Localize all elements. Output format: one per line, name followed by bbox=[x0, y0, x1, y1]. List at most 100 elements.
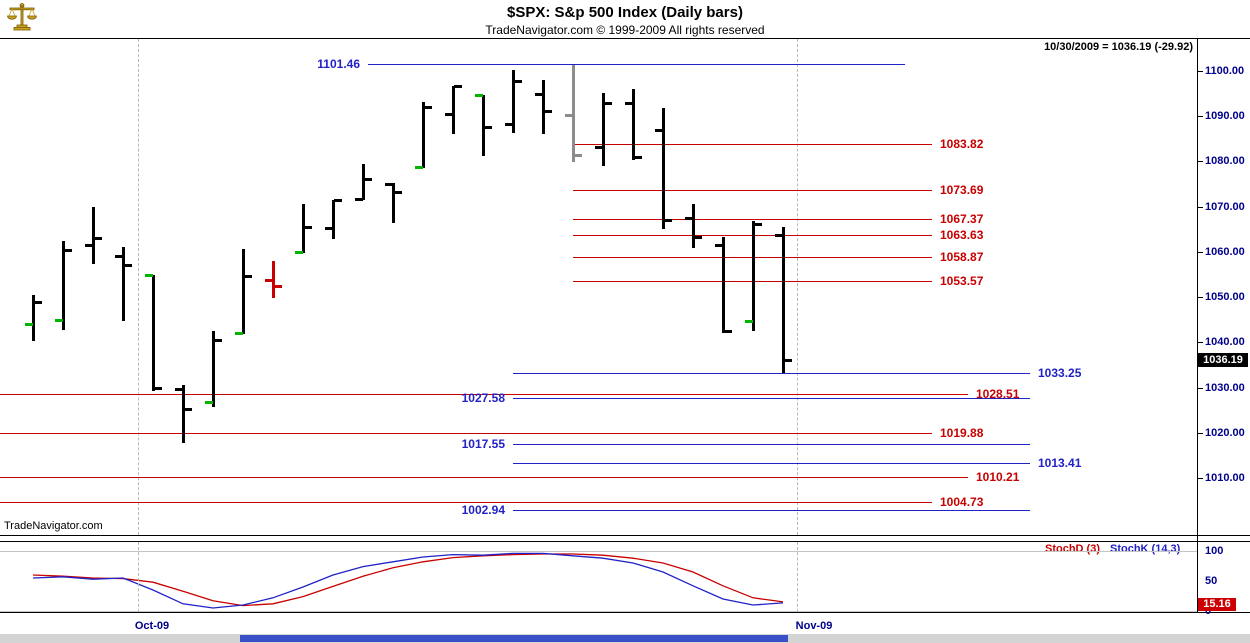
stochastic-indicator-plot[interactable] bbox=[0, 541, 1197, 612]
stoch-value-badge: 15.16 bbox=[1198, 598, 1236, 611]
level-label-1010.21: 1010.21 bbox=[976, 470, 1020, 484]
price-bar bbox=[32, 295, 35, 341]
price-bar bbox=[512, 70, 515, 133]
level-line-1013.41[interactable] bbox=[513, 463, 1030, 464]
level-label-1028.51: 1028.51 bbox=[976, 387, 1020, 401]
close-tick bbox=[154, 387, 162, 390]
price-bar bbox=[92, 207, 95, 264]
level-label-1013.41: 1013.41 bbox=[1038, 456, 1082, 470]
price-axis-border bbox=[1197, 38, 1198, 612]
open-tick bbox=[295, 251, 303, 254]
level-line-1019.88[interactable] bbox=[0, 433, 932, 434]
price-bar bbox=[272, 261, 275, 298]
stochk-line bbox=[32, 552, 784, 609]
price-bar bbox=[692, 204, 695, 248]
open-tick bbox=[685, 217, 693, 220]
time-axis-label: Nov-09 bbox=[795, 620, 833, 632]
level-label-1017.55: 1017.55 bbox=[461, 437, 505, 451]
open-tick bbox=[715, 244, 723, 247]
open-tick bbox=[85, 244, 93, 247]
month-gridline bbox=[138, 542, 139, 612]
level-line-1004.73[interactable] bbox=[0, 502, 932, 503]
price-axis-label: 1060.00 bbox=[1205, 246, 1245, 258]
stoch-panel-bottom-border bbox=[0, 612, 1250, 613]
stochd-line bbox=[32, 553, 784, 607]
open-tick bbox=[745, 320, 753, 323]
level-line-1027.58[interactable] bbox=[513, 398, 1030, 399]
level-line-1028.51[interactable] bbox=[0, 394, 968, 395]
close-tick bbox=[754, 223, 762, 226]
last-quote-readout: 10/30/2009 = 1036.19 (-29.92) bbox=[1044, 41, 1193, 53]
level-label-1083.82: 1083.82 bbox=[940, 137, 984, 151]
close-tick bbox=[34, 301, 42, 304]
chart-top-border bbox=[0, 38, 1250, 39]
price-axis-label: 1070.00 bbox=[1205, 201, 1245, 213]
price-bar bbox=[122, 247, 125, 321]
legend-stochd[interactable]: StochD (3) bbox=[1045, 543, 1100, 555]
price-bar bbox=[332, 200, 335, 239]
open-tick bbox=[175, 388, 183, 391]
level-line-1083.82[interactable] bbox=[573, 144, 932, 145]
price-axis-label: 1040.00 bbox=[1205, 336, 1245, 348]
close-tick bbox=[454, 85, 462, 88]
legend-stochk[interactable]: StochK (14,3) bbox=[1110, 543, 1181, 555]
price-axis-label: 1050.00 bbox=[1205, 291, 1245, 303]
level-line-1017.55[interactable] bbox=[513, 444, 1030, 445]
month-gridline bbox=[797, 39, 798, 535]
price-axis-tick bbox=[1197, 433, 1203, 434]
open-tick bbox=[475, 94, 483, 97]
price-bar bbox=[602, 93, 605, 166]
level-label-1002.94: 1002.94 bbox=[461, 503, 505, 517]
level-line-1073.69[interactable] bbox=[573, 190, 932, 191]
open-tick bbox=[625, 102, 633, 105]
close-tick bbox=[64, 249, 72, 252]
close-tick bbox=[274, 285, 282, 288]
open-tick bbox=[25, 323, 33, 326]
level-line-1010.21[interactable] bbox=[0, 477, 968, 478]
close-tick bbox=[604, 102, 612, 105]
open-tick bbox=[115, 255, 123, 258]
stoch-panel-top-border bbox=[0, 541, 1250, 542]
level-label-1027.58: 1027.58 bbox=[461, 391, 505, 405]
price-bar bbox=[452, 86, 455, 134]
price-axis-tick bbox=[1197, 478, 1203, 479]
open-tick bbox=[775, 234, 783, 237]
close-tick bbox=[664, 219, 672, 222]
price-axis-tick bbox=[1197, 71, 1203, 72]
open-tick bbox=[535, 93, 543, 96]
month-gridline bbox=[797, 542, 798, 612]
open-tick bbox=[445, 113, 453, 116]
app-logo-scales-icon[interactable] bbox=[6, 2, 38, 34]
level-label-1019.88: 1019.88 bbox=[940, 426, 984, 440]
open-tick bbox=[595, 146, 603, 149]
level-line-1002.94[interactable] bbox=[513, 510, 1030, 511]
open-tick bbox=[385, 183, 393, 186]
price-bar bbox=[752, 221, 755, 331]
level-line-1101.46[interactable] bbox=[368, 64, 905, 65]
price-bar bbox=[482, 95, 485, 156]
horizontal-scrollbar-thumb[interactable] bbox=[240, 635, 788, 642]
last-price-badge: 1036.19 bbox=[1198, 353, 1248, 367]
close-tick bbox=[484, 126, 492, 129]
price-axis-label: 1020.00 bbox=[1205, 427, 1245, 439]
price-bar bbox=[422, 102, 425, 168]
open-tick bbox=[235, 332, 243, 335]
close-tick bbox=[514, 80, 522, 83]
price-axis-label: 1080.00 bbox=[1205, 155, 1245, 167]
price-panel-bottom-border bbox=[0, 535, 1250, 536]
price-axis-tick bbox=[1197, 252, 1203, 253]
price-bar bbox=[542, 80, 545, 134]
stoch-axis-label: 0 bbox=[1205, 605, 1212, 617]
open-tick bbox=[145, 274, 153, 277]
level-line-1033.25[interactable] bbox=[513, 373, 1030, 374]
horizontal-scrollbar[interactable] bbox=[0, 634, 1250, 643]
close-tick bbox=[244, 275, 252, 278]
price-bar bbox=[62, 241, 65, 330]
close-tick bbox=[304, 226, 312, 229]
price-axis-label: 1090.00 bbox=[1205, 110, 1245, 122]
price-bar bbox=[632, 89, 635, 160]
level-line-1067.37[interactable] bbox=[573, 219, 932, 220]
month-gridline bbox=[138, 39, 139, 535]
watermark-text: TradeNavigator.com bbox=[4, 520, 103, 532]
